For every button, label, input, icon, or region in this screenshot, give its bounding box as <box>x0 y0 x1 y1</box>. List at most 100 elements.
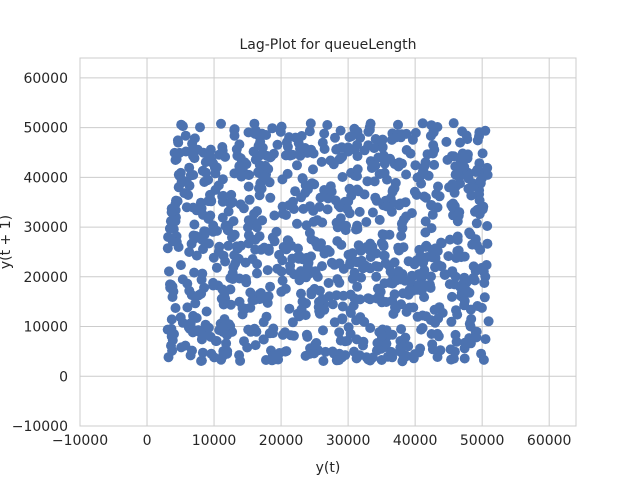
lag-point <box>355 245 366 256</box>
lag-point <box>455 137 466 148</box>
lag-point <box>327 299 338 310</box>
lag-point <box>313 302 324 312</box>
lag-point <box>448 198 459 209</box>
lag-point <box>214 149 225 160</box>
lag-point <box>251 222 262 233</box>
lag-point <box>480 334 491 345</box>
lag-point <box>243 181 254 192</box>
lag-point <box>434 191 445 202</box>
x-tick-label: 10000 <box>192 433 237 449</box>
lag-point <box>363 126 374 137</box>
lag-point <box>189 267 200 278</box>
lag-point <box>371 345 382 356</box>
lag-point <box>389 289 400 300</box>
lag-point <box>309 348 320 359</box>
lag-point <box>318 356 329 366</box>
lag-point <box>292 160 302 171</box>
lag-point <box>186 238 197 249</box>
lag-point <box>234 273 245 284</box>
lag-point <box>265 281 276 292</box>
lag-point <box>177 121 188 132</box>
lag-point <box>471 332 482 343</box>
lag-point <box>251 326 262 337</box>
lag-point <box>184 285 195 296</box>
chart-title: Lag-Plot for queueLength <box>239 37 416 53</box>
lag-point <box>365 263 376 274</box>
lag-point <box>420 227 431 238</box>
y-tick-label: 60000 <box>23 71 68 87</box>
lag-point <box>464 227 475 238</box>
lag-point <box>305 201 315 212</box>
lag-point <box>163 352 174 363</box>
lag-point <box>349 293 360 304</box>
lag-point <box>335 125 346 136</box>
lag-point <box>433 181 443 192</box>
lag-point <box>272 263 283 274</box>
lag-point <box>445 234 455 245</box>
lag-point <box>199 282 210 293</box>
lag-point <box>206 196 217 207</box>
lag-point <box>378 296 389 307</box>
x-axis-label: y(t) <box>316 460 341 476</box>
lag-point <box>302 331 313 342</box>
lag-point <box>396 230 407 241</box>
lag-point <box>474 158 485 169</box>
lag-point <box>386 346 397 357</box>
lag-point <box>446 316 457 327</box>
y-tick-label: 0 <box>59 369 68 385</box>
lag-point <box>371 248 382 259</box>
lag-point <box>181 176 192 187</box>
lag-point <box>162 243 173 254</box>
lag-point <box>449 346 460 357</box>
lag-point <box>216 118 226 129</box>
lag-point <box>257 215 268 226</box>
lag-point <box>371 271 382 282</box>
lag-point <box>340 225 351 236</box>
lag-point <box>479 292 490 303</box>
lag-point <box>319 144 330 154</box>
lag-point <box>211 262 222 273</box>
lag-point <box>222 330 232 341</box>
lag-point <box>389 257 400 268</box>
lag-point <box>448 118 459 129</box>
lag-point <box>288 330 299 341</box>
lag-point <box>216 293 227 304</box>
lag-point <box>166 207 177 218</box>
lag-point <box>245 287 256 298</box>
lag-point <box>327 346 338 357</box>
lag-point <box>315 192 326 203</box>
lag-point <box>183 190 194 200</box>
lag-point <box>452 246 463 257</box>
lag-point <box>196 274 207 285</box>
lag-point <box>395 274 406 285</box>
lag-point <box>304 126 315 137</box>
lag-point <box>201 306 212 317</box>
lag-point <box>384 229 395 240</box>
y-axis-label: y(t + 1) <box>0 215 14 269</box>
lag-point <box>428 140 439 151</box>
lag-point <box>396 218 407 229</box>
lag-point <box>200 226 211 237</box>
lag-point <box>187 138 198 149</box>
lag-point <box>295 143 305 154</box>
lag-point <box>203 322 214 333</box>
lag-point <box>259 242 270 253</box>
lag-point <box>269 210 280 221</box>
lag-point <box>472 135 483 146</box>
lag-point <box>306 289 317 300</box>
lag-point <box>294 251 305 262</box>
lag-point <box>330 132 340 143</box>
lag-point <box>322 204 333 215</box>
lag-point <box>359 316 370 327</box>
lag-point <box>420 157 431 168</box>
lag-point <box>381 201 392 212</box>
lag-point <box>225 284 236 295</box>
lag-point <box>367 207 378 218</box>
lag-point <box>358 340 368 351</box>
lag-point <box>401 169 412 180</box>
lag-point <box>398 350 409 361</box>
lag-point <box>454 207 465 218</box>
lag-point <box>371 195 382 206</box>
lag-point <box>325 155 336 166</box>
